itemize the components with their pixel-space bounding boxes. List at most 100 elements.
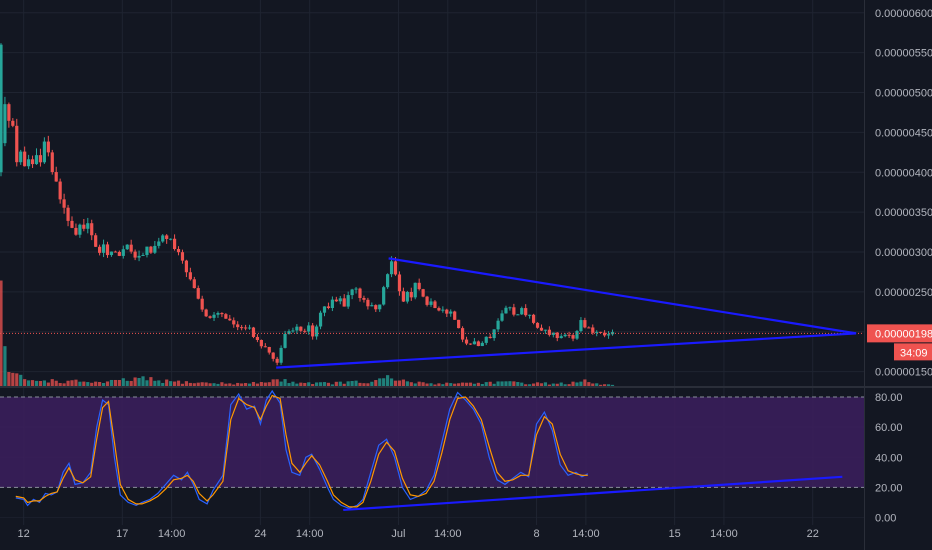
trendlines[interactable] (276, 257, 857, 512)
volume-bar (267, 382, 271, 386)
candle-body (508, 307, 512, 309)
candle-body (346, 295, 350, 307)
volume-bar (449, 383, 453, 386)
candle-body (492, 329, 496, 339)
volume-bar (389, 378, 394, 386)
volume-bar (571, 381, 575, 386)
volume-bar (555, 383, 559, 386)
candle-body (15, 125, 19, 163)
price-axis-label: 0.00000400 (875, 167, 932, 179)
volume-bar (98, 382, 102, 386)
volume-bar (243, 383, 248, 386)
volume-bar (19, 374, 23, 386)
volume-bar (121, 378, 125, 386)
triangle-trendline[interactable] (276, 332, 857, 369)
candle-body (70, 220, 74, 228)
volume-bar (453, 383, 457, 386)
candle-body (362, 297, 366, 300)
volume-bar (70, 380, 74, 386)
volume-bar (587, 382, 591, 386)
volume-bar (551, 383, 555, 386)
volume-bar (543, 382, 548, 386)
candle-body (208, 316, 212, 318)
volume-bar (350, 381, 354, 386)
volume-bar (271, 379, 275, 386)
triangle-trendline[interactable] (388, 257, 857, 335)
price-axis-label: 0.00000150 (875, 367, 932, 379)
candle-body (42, 141, 46, 163)
countdown-value: 34:09 (900, 347, 928, 359)
volume-bar (559, 382, 563, 386)
volume-bar (441, 384, 445, 386)
volume-bar (220, 382, 224, 386)
volume-bar (603, 384, 607, 386)
volume-bar (23, 379, 27, 386)
volume-bar (362, 383, 366, 386)
candle-body (74, 227, 78, 235)
volume-bar (326, 382, 331, 386)
candle-body (559, 336, 563, 339)
candle-body (378, 304, 382, 310)
candle-body (121, 249, 125, 256)
candle-body (539, 327, 544, 331)
volume-bar (366, 383, 370, 386)
volume-bar (299, 382, 303, 386)
candle-body (200, 298, 204, 310)
volume-bar (7, 372, 11, 386)
candle-body (389, 261, 394, 275)
candle-body (484, 336, 488, 343)
candle-body (137, 255, 141, 258)
volume-bar (82, 381, 86, 386)
volume-bar (224, 383, 228, 386)
candle-body (291, 330, 295, 332)
volume-bar (204, 382, 208, 386)
candle-body (543, 329, 548, 331)
candle-body (307, 325, 311, 332)
volume-bar (354, 380, 358, 386)
volume-bar (172, 381, 177, 386)
volume-bar (468, 382, 473, 386)
candle-body (133, 251, 137, 258)
volume-bar (311, 384, 315, 386)
volume-bar (547, 384, 551, 386)
volume-bar (445, 382, 449, 386)
volume-bar (488, 381, 492, 386)
stoch-axis-label: 60.00 (875, 422, 903, 434)
volume-bar (374, 380, 378, 386)
volume-bar (117, 379, 121, 386)
candle-body (445, 309, 449, 314)
candle-body (342, 298, 346, 307)
candle-body (58, 181, 62, 200)
volume-bar (54, 380, 58, 386)
stoch-trendline[interactable] (343, 475, 843, 512)
volume-bar (263, 382, 267, 386)
volume-bar (109, 379, 114, 386)
candle-body (413, 282, 417, 298)
volume-bar (275, 379, 279, 386)
volume-bar (437, 383, 441, 386)
volume-bar (393, 380, 398, 386)
volume-bar (322, 382, 327, 386)
volume-bar (524, 384, 528, 386)
volume-bar (216, 383, 220, 386)
candle-body (606, 334, 611, 336)
candle-body (476, 341, 480, 347)
candle-body (453, 311, 457, 320)
volume-bar (295, 383, 299, 386)
volume-bar (228, 383, 232, 386)
volume-bar (15, 373, 19, 386)
volume-bar (133, 377, 137, 386)
volume-bar (94, 381, 98, 386)
candle-body (30, 159, 35, 165)
candle-body (520, 308, 524, 315)
price-candles[interactable] (0, 43, 864, 366)
candle-body (563, 334, 567, 337)
candle-body (535, 322, 540, 328)
volume-bar (251, 381, 256, 386)
candle-body (192, 279, 196, 289)
volume-bar (579, 381, 583, 386)
volume-bar (480, 383, 484, 386)
candle-body (437, 308, 441, 311)
volume-bar (535, 382, 540, 386)
